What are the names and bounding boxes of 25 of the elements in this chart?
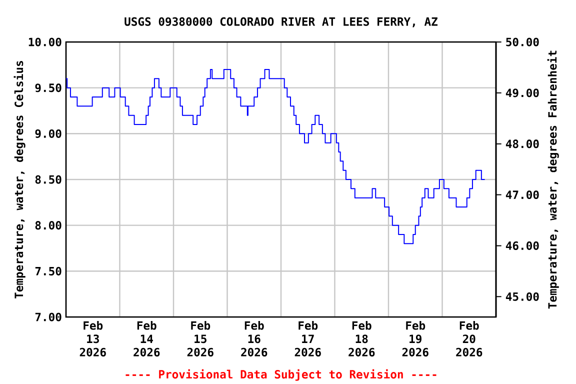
y2-tick-label: 48.00 [506,140,539,148]
x-tick-label: Feb 18 2026 [348,321,375,356]
y2-tick-label: 46.00 [506,241,539,250]
x-tick-label: Feb 13 2026 [80,321,106,356]
x-tick-label: Feb 19 2026 [402,321,428,356]
y2-axis-title: Temperature, water, degrees Fahrenheit [547,50,559,309]
y2-tick-label: 50.00 [506,38,539,46]
y2-tick-label: 49.00 [506,88,539,98]
x-tick-label: Feb 20 2026 [456,321,482,356]
chart-title: USGS 09380000 COLORADO RIVER AT LEES FERRY, AZ [124,17,438,28]
y2-tick-label: 47.00 [506,190,539,200]
y2-tick-label: 45.00 [506,292,539,301]
x-tick-label: Feb 16 2026 [241,321,268,356]
x-tick-label: Feb 14 2026 [134,321,160,356]
y-tick-label: 9.00 [35,129,62,138]
y-tick-label: 7.00 [35,312,62,322]
x-tick-label: Feb 17 2026 [294,321,321,356]
y-tick-label: 7.50 [35,266,62,276]
text: ---- Provisional Data Subject to Revision ---- [126,369,436,381]
y-tick-label: 8.50 [35,175,62,184]
y-axis-title: Temperature, water, degrees Celsius [14,61,26,298]
y-tick-label: 8.00 [35,221,62,230]
y-tick-label: 9.50 [35,84,62,92]
y-tick-label: 10.00 [28,38,62,46]
x-tick-label: Feb 15 2026 [187,321,214,356]
